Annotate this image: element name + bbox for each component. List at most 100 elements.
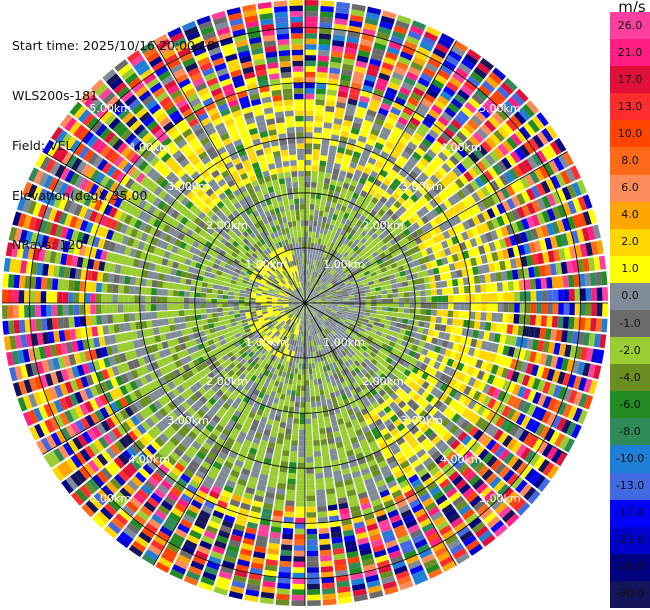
velocity-cell: [438, 202, 448, 212]
velocity-cell: [236, 513, 248, 522]
velocity-cell: [430, 52, 444, 64]
velocity-cell: [379, 169, 389, 178]
velocity-cell: [322, 233, 327, 240]
velocity-cell: [362, 247, 369, 254]
velocity-cell: [562, 403, 573, 418]
velocity-cell: [440, 177, 450, 188]
velocity-cell: [375, 479, 386, 488]
velocity-cell: [341, 287, 347, 291]
velocity-cell: [149, 371, 158, 381]
velocity-cell: [307, 287, 310, 293]
velocity-cell: [281, 359, 287, 366]
velocity-cell: [432, 470, 444, 481]
velocity-cell: [353, 521, 365, 529]
velocity-cell: [461, 58, 475, 70]
velocity-cell: [511, 208, 521, 221]
velocity-cell: [207, 380, 215, 388]
velocity-cell: [221, 415, 230, 424]
velocity-cell: [333, 162, 342, 170]
velocity-cell: [321, 306, 327, 309]
velocity-cell: [456, 525, 471, 538]
velocity-cell: [215, 581, 230, 591]
velocity-cell: [348, 307, 355, 311]
velocity-cell: [327, 504, 338, 511]
velocity-cell: [315, 472, 324, 479]
velocity-cell: [350, 401, 358, 409]
velocity-cell: [164, 414, 174, 425]
velocity-cell: [318, 320, 323, 326]
velocity-cell: [134, 455, 146, 467]
velocity-cell: [84, 400, 94, 413]
velocity-cell: [279, 364, 285, 372]
velocity-cell: [244, 328, 251, 333]
velocity-cell: [338, 210, 345, 218]
velocity-cell: [352, 406, 360, 414]
velocity-cell: [170, 486, 182, 498]
velocity-cell: [100, 467, 113, 480]
velocity-cell: [433, 345, 442, 354]
velocity-cell: [506, 270, 513, 281]
velocity-cell: [369, 247, 376, 254]
velocity-cell: [413, 284, 420, 291]
velocity-cell: [378, 323, 385, 328]
velocity-cell: [547, 383, 557, 396]
velocity-cell: [502, 435, 513, 448]
velocity-cell: [325, 291, 331, 295]
velocity-cell: [508, 292, 515, 302]
velocity-cell: [320, 149, 328, 156]
velocity-cell: [422, 240, 431, 249]
velocity-cell: [564, 344, 572, 358]
velocity-cell: [2, 320, 10, 335]
velocity-cell: [473, 66, 488, 80]
velocity-cell: [480, 284, 487, 293]
velocity-cell: [327, 301, 333, 303]
velocity-cell: [479, 321, 486, 331]
velocity-cell: [428, 407, 438, 417]
velocity-cell: [305, 396, 311, 403]
velocity-cell: [494, 445, 506, 458]
velocity-cell: [336, 1, 351, 9]
velocity-cell: [157, 397, 167, 407]
velocity-cell: [299, 335, 302, 342]
velocity-cell: [348, 292, 354, 296]
velocity-cell: [446, 318, 453, 326]
velocity-cell: [308, 294, 313, 299]
velocity-cell: [316, 82, 327, 90]
velocity-cell: [327, 247, 333, 254]
velocity-cell: [305, 60, 316, 67]
velocity-cell: [344, 260, 350, 266]
velocity-cell: [202, 571, 217, 581]
velocity-cell: [506, 369, 515, 381]
velocity-cell: [400, 340, 408, 348]
velocity-cell: [328, 78, 339, 86]
velocity-cell: [387, 479, 398, 489]
velocity-cell: [315, 99, 325, 106]
velocity-cell: [458, 383, 467, 393]
velocity-cell: [311, 289, 315, 294]
velocity-cell: [317, 288, 322, 293]
velocity-cell: [439, 213, 448, 223]
velocity-cell: [307, 248, 311, 254]
velocity-cell: [468, 276, 475, 285]
velocity-cell: [375, 310, 382, 315]
velocity-cell: [486, 220, 495, 231]
velocity-cell: [400, 275, 408, 282]
velocity-cell: [413, 132, 424, 142]
velocity-cell: [443, 210, 453, 220]
velocity-cell: [357, 100, 369, 109]
velocity-cell: [285, 372, 291, 379]
velocity-cell: [308, 287, 312, 293]
velocity-cell: [329, 277, 335, 282]
velocity-cell: [265, 491, 275, 499]
velocity-cell: [472, 266, 479, 275]
velocity-cell: [355, 60, 368, 69]
velocity-cell: [381, 290, 388, 295]
velocity-cell: [544, 328, 552, 340]
velocity-cell: [371, 303, 377, 307]
velocity-cell: [438, 363, 446, 372]
velocity-cell: [351, 217, 359, 225]
velocity-cell: [334, 220, 341, 228]
velocity-cell: [590, 241, 599, 256]
velocity-cell: [115, 411, 125, 423]
velocity-cell: [571, 230, 580, 244]
